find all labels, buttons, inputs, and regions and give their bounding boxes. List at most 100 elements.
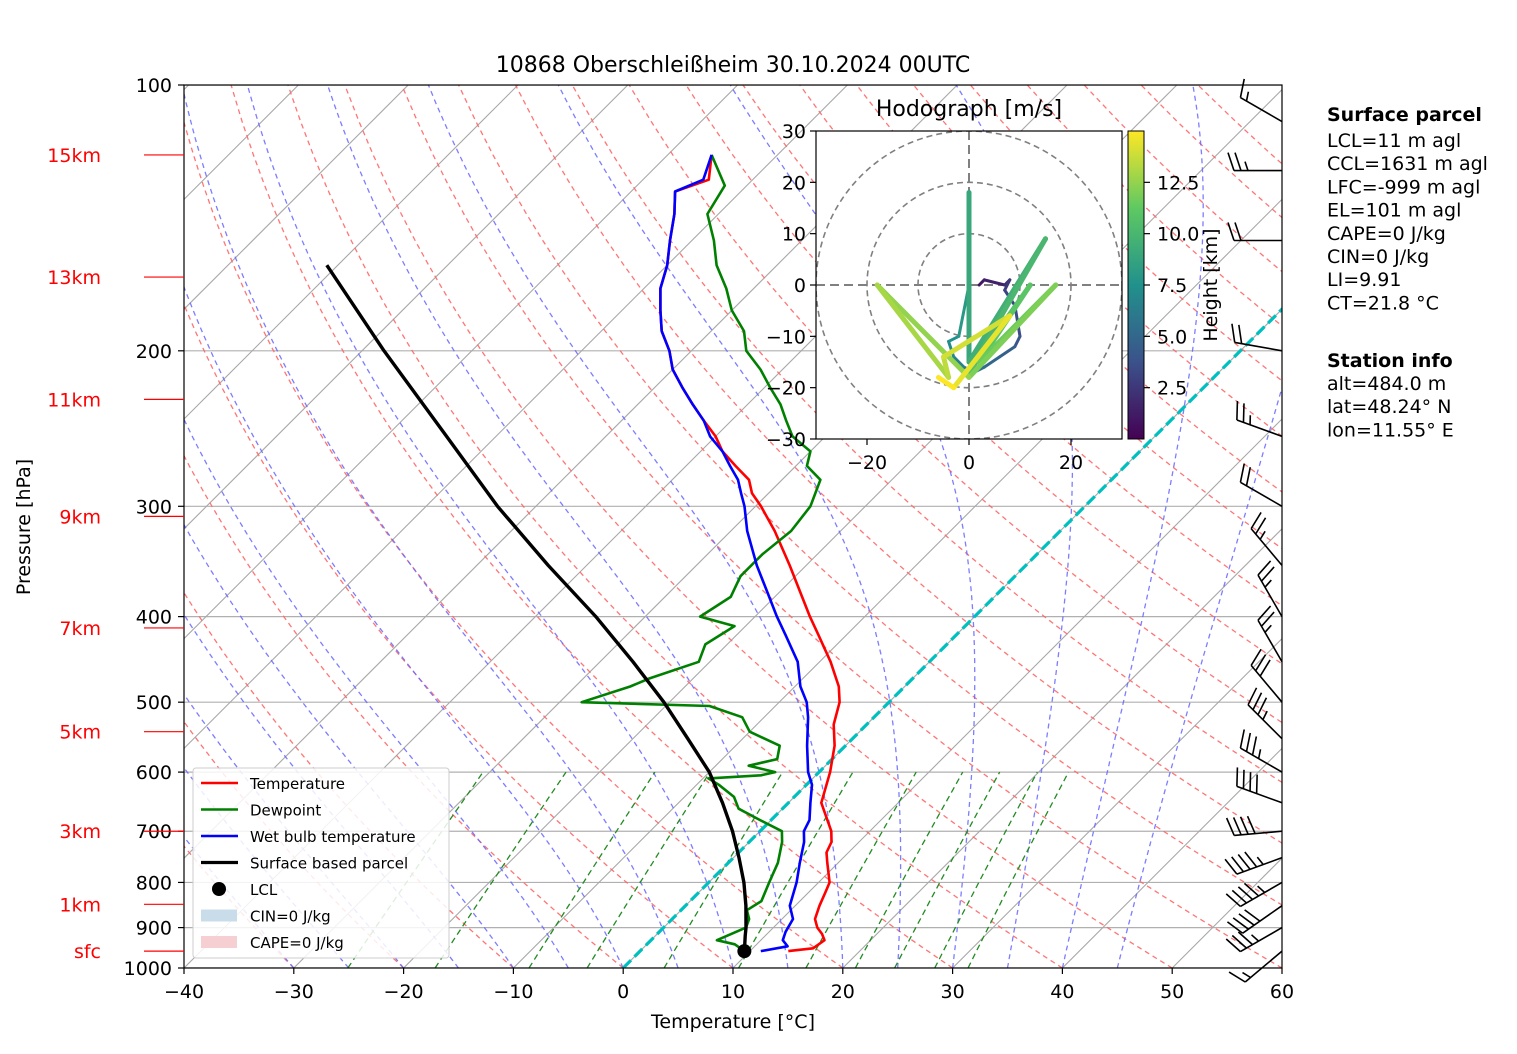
moist-adiabat xyxy=(427,85,844,968)
x-tick-label: 30 xyxy=(941,981,965,1003)
legend-label: Temperature xyxy=(249,775,345,793)
hodograph-segment xyxy=(874,282,952,380)
hodograph-y-tick-label: 10 xyxy=(782,224,806,246)
height-label: 1km xyxy=(59,894,101,916)
barb-feather xyxy=(1251,736,1258,756)
hodograph-segment xyxy=(941,354,952,380)
y-tick-label: 500 xyxy=(136,692,172,714)
barb-half-feather xyxy=(1264,624,1272,633)
barb-feather xyxy=(1260,611,1275,627)
y-axis-label: Pressure [hPa] xyxy=(13,459,35,595)
barb-feather xyxy=(1242,403,1245,423)
barb-feather xyxy=(1231,889,1248,904)
barb-feather xyxy=(1234,222,1242,241)
surface-parcel-value: CAPE=0 J/kg xyxy=(1327,223,1446,245)
barb-feather xyxy=(1228,971,1246,983)
surface-parcel-heading: Surface parcel xyxy=(1327,104,1482,126)
colorbar-tick-label: 7.5 xyxy=(1157,275,1187,297)
wind-barb xyxy=(1236,767,1283,804)
barb-staff xyxy=(1236,785,1283,804)
y-tick-label: 300 xyxy=(136,496,172,518)
y-tick-label: 200 xyxy=(136,341,172,363)
legend-swatch xyxy=(201,909,237,922)
hodograph-x-tick-label: 0 xyxy=(963,452,975,474)
moist-adiabat xyxy=(1061,85,1204,968)
barb-feather xyxy=(1227,152,1235,171)
legend-item: Temperature xyxy=(201,775,345,793)
barb-feather xyxy=(1237,886,1254,901)
legend-item: CIN=0 J/kg xyxy=(201,908,331,926)
wind-barb xyxy=(1224,851,1283,875)
barb-feather xyxy=(1244,909,1261,922)
hodograph-segment xyxy=(998,345,1017,359)
wind-barb xyxy=(1226,905,1283,934)
barb-feather xyxy=(1254,517,1267,535)
isotherm xyxy=(513,198,1282,968)
barb-feather xyxy=(1257,605,1272,621)
wind-barb xyxy=(1227,222,1282,242)
dry-adiabat xyxy=(401,85,1282,968)
surface-parcel-value: LFC=-999 m agl xyxy=(1327,176,1480,198)
hodograph-segment xyxy=(874,282,972,380)
y-tick-label: 100 xyxy=(136,75,172,97)
dry-adiabat xyxy=(184,120,844,968)
barb-staff xyxy=(1242,905,1283,934)
barb-feather xyxy=(1238,324,1243,344)
x-tick-label: 20 xyxy=(831,981,855,1003)
barb-feather xyxy=(1227,222,1235,241)
station-info-value: lat=48.24° N xyxy=(1327,396,1451,418)
isotherm xyxy=(184,85,738,640)
wind-barb xyxy=(1257,560,1283,618)
height-label: 9km xyxy=(59,506,101,528)
barb-staff xyxy=(1236,856,1283,875)
barb-half-feather xyxy=(1244,161,1249,171)
barb-feather xyxy=(1255,774,1258,794)
wind-barb xyxy=(1225,926,1283,953)
mixing-ratio-line xyxy=(586,771,711,968)
barb-feather xyxy=(1237,931,1254,946)
barb-feather xyxy=(1231,934,1248,949)
barb-staff xyxy=(1234,341,1283,352)
colorbar-label: Height [km] xyxy=(1200,228,1222,341)
hodograph-y-tick-label: −10 xyxy=(766,326,806,348)
surface-parcel-value: CIN=0 J/kg xyxy=(1327,246,1429,268)
dry-adiabat xyxy=(184,720,405,968)
barb-feather xyxy=(1236,767,1239,787)
barb-feather xyxy=(1245,467,1252,486)
barb-staff xyxy=(1240,96,1283,123)
barb-half-feather xyxy=(1256,856,1264,866)
hodograph-x-tick-label: −20 xyxy=(847,452,887,474)
wind-barb xyxy=(1236,400,1283,438)
barb-feather xyxy=(1239,729,1246,749)
barb-feather xyxy=(1247,687,1258,706)
isotherm xyxy=(184,85,519,420)
barb-feather xyxy=(1238,913,1255,926)
moist-adiabat xyxy=(955,85,1074,968)
barb-feather xyxy=(1239,463,1246,483)
legend-swatch xyxy=(201,936,237,948)
hodograph-segment xyxy=(982,278,1007,287)
legend-box xyxy=(192,767,450,959)
y-tick-label: 800 xyxy=(136,872,172,894)
hodograph-y-tick-label: 20 xyxy=(782,172,806,194)
barb-feather xyxy=(1243,882,1260,897)
hodograph-segment xyxy=(947,339,956,359)
colorbar-tick-label: 5.0 xyxy=(1157,326,1187,348)
barb-feather xyxy=(1239,78,1246,98)
barb-feather xyxy=(1224,858,1238,875)
wind-barb xyxy=(1228,950,1283,983)
dewpoint-line xyxy=(580,154,822,953)
moist-adiabat xyxy=(1116,385,1282,968)
barb-feather xyxy=(1232,817,1242,836)
legend-label: CIN=0 J/kg xyxy=(250,908,331,926)
x-tick-label: −40 xyxy=(164,981,204,1003)
hodograph-segment xyxy=(947,334,961,343)
lcl-marker xyxy=(737,944,752,959)
hodograph-y-tick-label: −30 xyxy=(766,429,806,451)
zero-isotherm-line xyxy=(622,306,1282,968)
hodograph-segment xyxy=(966,282,1059,380)
wet-bulb-temperature-line xyxy=(659,154,814,953)
